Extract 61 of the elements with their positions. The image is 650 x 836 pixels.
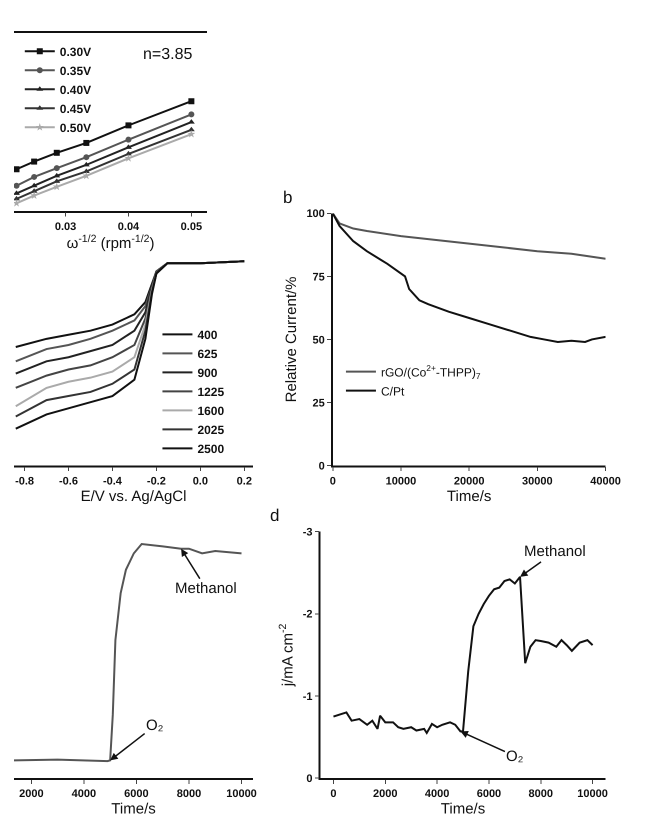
y-tick-label: 100 xyxy=(306,208,325,220)
x-tick-label: 20000 xyxy=(454,475,484,488)
x-axis-title: Time/s xyxy=(111,800,156,818)
y-tick-label: 0 xyxy=(318,460,325,472)
x-tick-label: 0.2 xyxy=(236,475,252,488)
y-tick-label: -2 xyxy=(302,608,313,621)
legend-label: 0.35V xyxy=(60,64,92,78)
annotation: O₂ xyxy=(506,748,524,765)
legend-label: C/Pt xyxy=(380,384,405,398)
y-tick-label: -3 xyxy=(302,526,313,539)
x-tick-label: 4000 xyxy=(72,788,96,800)
x-tick-label: 0.0 xyxy=(192,475,208,488)
legend-label: 2025 xyxy=(197,423,224,438)
x-tick-label: 2000 xyxy=(19,788,44,800)
x-tick-label: 2000 xyxy=(373,788,398,800)
x-tick-label: 0 xyxy=(330,475,336,488)
x-tick-label: 6000 xyxy=(476,788,502,800)
legend-label: 2500 xyxy=(197,442,224,456)
legend-label: 400 xyxy=(197,328,218,342)
x-tick-label: 0.03 xyxy=(54,220,76,233)
y-axis-title: Relative Current/% xyxy=(283,276,300,402)
chart-title: d xyxy=(270,506,280,525)
legend-label: 0.45V xyxy=(60,102,92,116)
legend-label: 0.50V xyxy=(60,120,92,135)
x-tick-label: 10000 xyxy=(386,475,416,488)
x-tick-label: -0.4 xyxy=(102,475,123,488)
legend-label: 1600 xyxy=(197,404,224,418)
x-tick-label: 10000 xyxy=(577,788,608,800)
x-tick-label: -0.2 xyxy=(146,475,166,488)
x-tick-label: -0.6 xyxy=(59,475,78,488)
legend-label: 0.30V xyxy=(60,44,92,59)
x-tick-label: 8000 xyxy=(528,788,553,800)
annotation: Methanol xyxy=(175,580,237,597)
x-tick-label: 0 xyxy=(330,788,337,800)
x-tick-label: 0.04 xyxy=(118,220,140,233)
x-tick-label: 10000 xyxy=(226,788,257,800)
annotation: Methanol xyxy=(524,543,586,560)
y-tick-label: 0 xyxy=(306,773,313,786)
x-tick-label: 40000 xyxy=(590,475,621,488)
x-tick-label: 30000 xyxy=(522,475,553,488)
y-tick-label: 25 xyxy=(312,397,325,410)
legend-label: rGO/(Co$^{2+}$-THPP)$_{7}$ xyxy=(380,363,481,381)
x-tick-label: 4000 xyxy=(424,788,450,800)
x-axis-title: Time/s xyxy=(440,800,486,818)
text: n=3.85 xyxy=(143,46,192,63)
legend-label: 625 xyxy=(197,347,218,362)
x-axis-title: Time/s xyxy=(446,488,492,505)
chart-title: b xyxy=(283,188,292,207)
y-tick-label: 75 xyxy=(312,271,325,284)
x-tick-label: 6000 xyxy=(124,788,149,800)
legend-label: 0.40V xyxy=(60,82,92,97)
x-axis-title: ω$^{-1/2}$ (rpm$^{-1/2}$) xyxy=(66,232,154,252)
x-tick-label: -0.8 xyxy=(15,475,34,488)
x-tick-label: 0.05 xyxy=(180,220,202,233)
legend-label: 900 xyxy=(197,366,218,380)
x-tick-label: 8000 xyxy=(176,788,202,800)
annotation: O₂ xyxy=(146,717,164,734)
legend-label: 1225 xyxy=(197,385,224,400)
y-tick-label: 50 xyxy=(312,334,325,346)
x-axis-title: E/V vs. Ag/AgCl xyxy=(80,488,186,505)
y-tick-label: -1 xyxy=(302,690,313,703)
